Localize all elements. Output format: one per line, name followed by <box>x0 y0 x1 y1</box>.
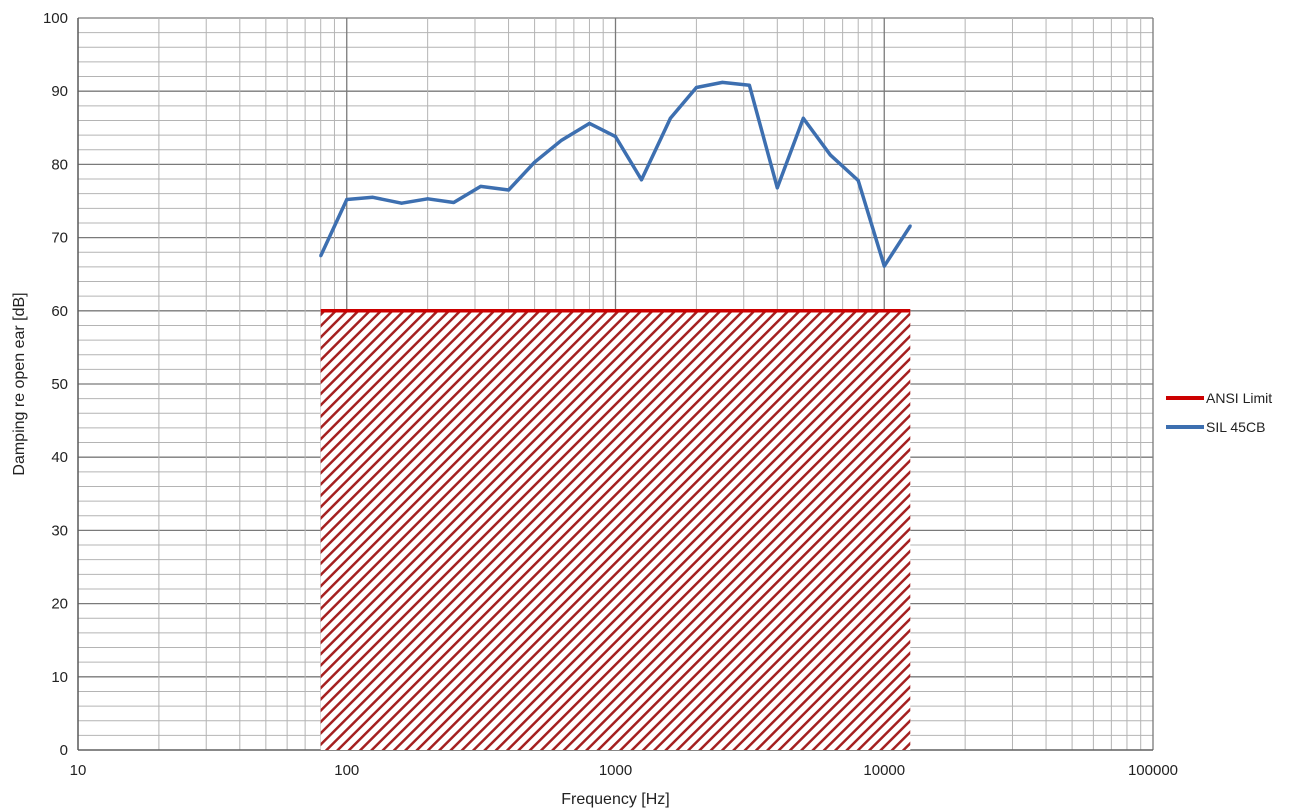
sil-45cb-point <box>479 184 483 188</box>
y-axis-title: Damping re open ear [dB] <box>11 292 28 475</box>
sil-45cb-point <box>694 86 698 90</box>
x-tick-label: 10000 <box>863 762 905 779</box>
y-tick-label: 20 <box>51 596 68 613</box>
sil-45cb-point <box>345 198 349 202</box>
y-tick-label: 80 <box>51 156 68 173</box>
y-tick-label: 0 <box>60 742 68 759</box>
y-tick-label: 50 <box>51 376 68 393</box>
y-tick-label: 10 <box>51 669 68 686</box>
sil-45cb-point <box>856 179 860 183</box>
sil-45cb-point <box>801 116 805 120</box>
sil-45cb-point <box>668 116 672 120</box>
ansi-limit-hatch <box>320 310 911 750</box>
sil-45cb-point <box>828 153 832 157</box>
sil-45cb-point <box>400 201 404 205</box>
x-axis-title: Frequency [Hz] <box>561 791 669 808</box>
y-tick-label: 70 <box>51 230 68 247</box>
legend-label: SIL 45CB <box>1206 419 1265 435</box>
sil-45cb-point <box>452 200 456 204</box>
sil-45cb-point <box>747 83 751 87</box>
sil-45cb-point <box>371 195 375 199</box>
sil-45cb-point <box>640 178 644 182</box>
legend: ANSI Limit SIL 45CB <box>1166 390 1272 435</box>
sil-45cb-point <box>507 188 511 192</box>
sil-45cb-point <box>426 197 430 201</box>
x-tick-label: 100000 <box>1128 762 1178 779</box>
sil-45cb-point <box>560 138 564 142</box>
sil-45cb-point <box>319 254 323 258</box>
sil-45cb-point <box>587 121 591 125</box>
ansi-limit-area <box>320 309 911 750</box>
y-tick-label: 90 <box>51 83 68 100</box>
y-tick-label: 30 <box>51 522 68 539</box>
y-tick-label: 40 <box>51 449 68 466</box>
y-tick-label: 100 <box>43 10 68 27</box>
y-tick-label: 60 <box>51 303 68 320</box>
series-lines <box>319 80 912 268</box>
sil-45cb-point <box>720 80 724 84</box>
sil-45cb-point <box>908 224 912 228</box>
sil-45cb-point <box>882 264 886 268</box>
x-tick-label: 1000 <box>599 762 632 779</box>
x-tick-label: 10 <box>70 762 87 779</box>
legend-label: ANSI Limit <box>1206 390 1272 406</box>
sil-45cb-point <box>614 135 617 139</box>
sil-45cb-point <box>775 186 779 190</box>
sil-45cb-point <box>533 160 537 164</box>
x-tick-label: 100 <box>334 762 359 779</box>
